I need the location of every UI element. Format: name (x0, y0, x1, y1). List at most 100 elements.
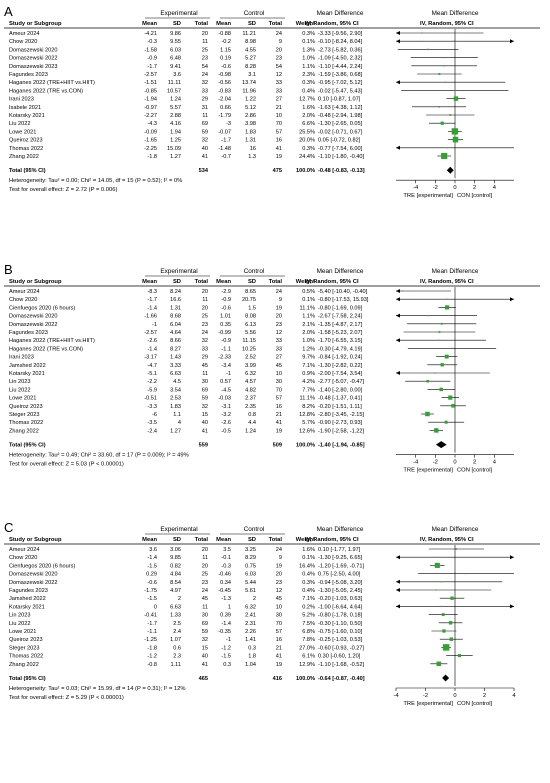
study-ci: -1.00 [-6.64, 4.64] (318, 604, 363, 610)
ctl-sd: 11.15 (242, 338, 256, 344)
study-weight: 1.0% (302, 338, 315, 344)
exp-mean: 0 (154, 604, 157, 610)
column-header: Total (195, 537, 209, 543)
exp-mean: -1.7 (147, 297, 157, 303)
ctl-mean: 3.5 (223, 547, 231, 553)
heterogeneity-text: Heterogeneity: Tau² = 0.03; Chi² = 15.99… (9, 686, 186, 692)
pooled-estimate-diamond (446, 166, 454, 174)
exp-mean: -0.8 (147, 662, 157, 668)
study-name: Lowe 2021 (9, 129, 36, 135)
ctl-sd: 2.26 (245, 629, 256, 635)
study-weight: 0.4% (302, 88, 315, 94)
exp-sd: 4 (178, 420, 181, 426)
ci-arrow-left (396, 338, 400, 343)
overall-effect-text: Test for overall effect: Z = 5.03 (P < 0… (9, 462, 124, 468)
study-weight: 6.1% (302, 654, 315, 660)
exp-mean: -3.3 (147, 404, 157, 410)
exp-total: 45 (202, 596, 208, 602)
ctl-sd: 0.8 (248, 412, 256, 418)
x-tick-label: -4 (393, 693, 399, 699)
ctl-mean: -2.9 (221, 289, 231, 295)
exp-mean: -1.66 (144, 314, 157, 320)
study-weight: 9.7% (302, 355, 315, 361)
exp-mean: -0.85 (144, 88, 157, 94)
ctl-total: 41 (276, 146, 282, 152)
study-weight: 24.4% (299, 154, 315, 160)
ci-arrow-left (396, 297, 400, 302)
study-weight: 7.1% (302, 363, 315, 369)
x-label-left: TRE [experimental] (403, 701, 453, 707)
column-header: SD (173, 537, 181, 543)
ctl-total: 23 (276, 580, 282, 586)
x-tick-label: 0 (453, 693, 456, 699)
exp-sd: 1.31 (170, 305, 181, 311)
study-weight: 0.3% (302, 580, 315, 586)
study-ci: -1.30 [-2.65, 0.05] (318, 121, 363, 127)
ctl-mean: -0.46 (218, 572, 231, 578)
study-name: Domaszewski 2022 (9, 56, 58, 62)
ctl-mean: -0.03 (218, 396, 231, 402)
study-name: Domaszewski 2022 (9, 322, 58, 328)
ctl-mean: -1 (226, 371, 231, 377)
ctl-total: 16 (276, 404, 282, 410)
exp-sd: 1.07 (170, 637, 181, 643)
exp-total: 69 (202, 121, 208, 127)
study-name: Fagundes 2023 (9, 72, 48, 78)
ctl-total: 19 (276, 563, 282, 569)
total-ctl-n: 475 (273, 168, 282, 174)
forest-plot-panel-a: A Experimental Control Mean Difference Mean … (0, 0, 550, 258)
ctl-total: 57 (276, 629, 282, 635)
exp-mean: -1.58 (144, 47, 157, 53)
exp-mean: -3.17 (144, 355, 157, 361)
column-header-ci: IV, Random, 95% CI (305, 21, 359, 27)
ctl-mean: 0.57 (220, 379, 231, 385)
study-ci: -0.75 [-1.60, 0.10] (318, 629, 363, 635)
exp-mean: -0.41 (144, 613, 157, 619)
exp-total: 69 (202, 621, 208, 627)
forest-plot-svg: A Experimental Control Mean Difference Mean … (4, 4, 540, 199)
exp-mean: -1.75 (144, 588, 157, 594)
ctl-total: 20 (276, 572, 282, 578)
panel-label: B (4, 262, 13, 277)
ctl-total: 19 (276, 428, 282, 434)
exp-sd: 8.66 (170, 338, 181, 344)
total-ctl-n: 416 (273, 676, 282, 682)
ctl-mean: -3.2 (221, 412, 231, 418)
exp-total: 20 (202, 563, 208, 569)
ctl-sd: 6.32 (245, 604, 256, 610)
ctl-sd: 1.3 (248, 154, 256, 160)
ctl-total: 9 (279, 555, 282, 561)
study-ci: -0.80 [-17.53, 15.93] (318, 297, 369, 303)
ctl-sd: 8.29 (245, 555, 256, 561)
exp-mean: -5.9 (147, 387, 157, 393)
exp-mean: -1.4 (147, 305, 157, 311)
point-estimate-square (446, 147, 449, 149)
study-name: Lin 2023 (9, 379, 30, 385)
exp-sd: 1.25 (170, 138, 181, 144)
exp-mean: -1.94 (144, 97, 157, 103)
study-weight: 11.1% (300, 396, 315, 402)
header-plot-mean-difference: Mean Difference (432, 268, 479, 275)
exp-mean: -2.6 (147, 338, 157, 344)
ctl-mean: 1.15 (220, 47, 231, 53)
point-estimate-square (455, 548, 458, 550)
exp-sd: 9.55 (170, 39, 181, 45)
exp-sd: 9.41 (170, 64, 181, 70)
x-tick-label: 2 (483, 693, 486, 699)
exp-mean: -1.8 (147, 154, 157, 160)
exp-total: 54 (202, 64, 208, 70)
study-name: Steger 2023 (9, 645, 39, 651)
study-ci: -0.60 [-0.93, -0.27] (318, 645, 364, 651)
exp-total: 32 (202, 80, 208, 86)
ctl-sd: 3.25 (245, 547, 256, 553)
exp-sd: 16.6 (170, 297, 181, 303)
ctl-mean: -2.04 (218, 97, 231, 103)
exp-total: 40 (202, 420, 208, 426)
study-name: Kotarsky 2021 (9, 371, 45, 377)
ctl-total: 21 (276, 645, 282, 651)
ctl-mean: 0.3 (223, 662, 231, 668)
study-name: Haganes 2022 (TRE vs.CON) (9, 88, 83, 94)
study-ci: -0.25 [-1.03, 0.53] (318, 637, 363, 643)
exp-total: 40 (202, 146, 208, 152)
ctl-sd: 4.57 (245, 379, 256, 385)
